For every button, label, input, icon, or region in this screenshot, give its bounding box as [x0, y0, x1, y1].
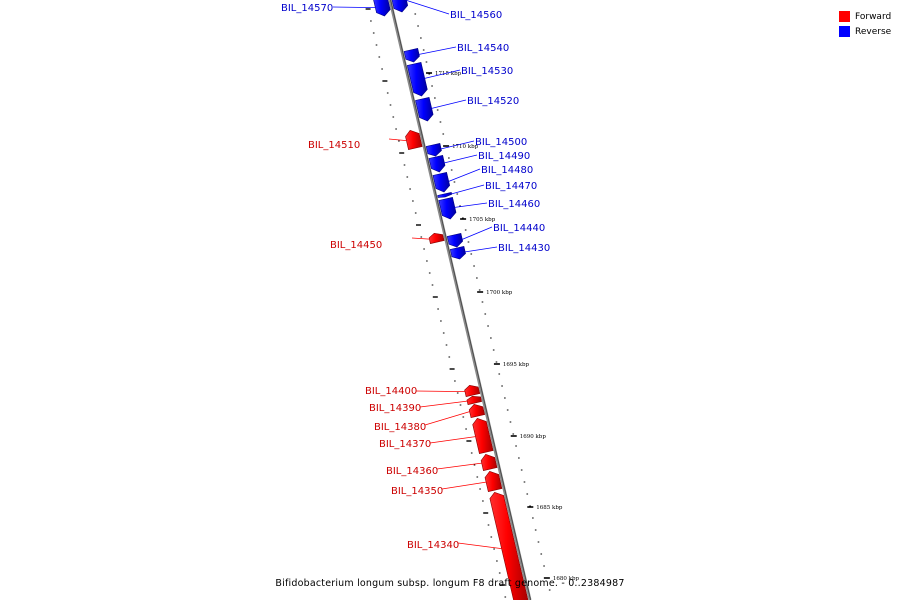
kbp-tick-label: 1705 kbp — [469, 217, 496, 223]
gene-label-bil-14440[interactable]: BIL_14440 — [493, 223, 545, 234]
forward-swatch — [839, 11, 850, 22]
gene-leader-line — [457, 542, 502, 550]
backbone-edge — [390, 0, 531, 600]
gene-bil-14450[interactable] — [428, 232, 445, 244]
gene-label-bil-14460[interactable]: BIL_14460 — [488, 199, 540, 210]
gene-leader-line — [465, 246, 498, 253]
legend-reverse-label: Reverse — [855, 26, 892, 37]
gene-leader-line — [424, 411, 470, 426]
gene-label-bil-14360[interactable]: BIL_14360 — [386, 466, 438, 477]
gene-leader-line — [462, 226, 493, 240]
gene-leader-line — [419, 46, 457, 55]
genome-backbone — [388, 0, 532, 600]
gene-leader-line — [406, 0, 450, 15]
gene-leader-line — [332, 6, 376, 9]
gene-label-bil-14470[interactable]: BIL_14470 — [485, 181, 537, 192]
kbp-tick-label: 1700 kbp — [486, 290, 513, 296]
gene-label-bil-14540[interactable]: BIL_14540 — [457, 43, 509, 54]
legend-reverse: Reverse — [839, 24, 891, 39]
kbp-tick-label: 1690 kbp — [520, 434, 547, 440]
gene-bil-14510[interactable] — [405, 129, 423, 150]
gene-label-bil-14390[interactable]: BIL_14390 — [369, 403, 421, 414]
gene-leader-line — [419, 400, 468, 408]
gene-bil-14390[interactable] — [466, 395, 482, 405]
legend-forward-label: Forward — [855, 11, 892, 22]
gene-label-bil-14400[interactable]: BIL_14400 — [365, 386, 417, 397]
gene-bil-14440[interactable] — [446, 233, 464, 248]
gene-label-bil-14560[interactable]: BIL_14560 — [450, 10, 502, 21]
gene-bil-14380[interactable] — [468, 403, 486, 418]
gene-label-bil-14490[interactable]: BIL_14490 — [478, 151, 530, 162]
gene-leader-line — [429, 436, 476, 444]
gene-label-bil-14570[interactable]: BIL_14570 — [281, 3, 333, 14]
gene-label-bil-14430[interactable]: BIL_14430 — [498, 243, 550, 254]
legend-forward: Forward — [839, 9, 891, 24]
gene-leader-line — [436, 462, 482, 470]
gene-leader-line — [388, 138, 407, 142]
genome-caption: Bifidobacterium longum subsp. longum F8 … — [275, 578, 625, 589]
gene-label-bil-14370[interactable]: BIL_14370 — [379, 439, 431, 450]
gene-label-bil-14480[interactable]: BIL_14480 — [481, 165, 533, 176]
gene-leader-line — [454, 202, 488, 208]
gene-label-bil-14350[interactable]: BIL_14350 — [391, 486, 443, 497]
gene-features — [373, 0, 529, 600]
gene-leader-line — [441, 140, 475, 150]
gene-bil-14400[interactable] — [464, 384, 481, 397]
gene-leader-line — [444, 154, 478, 164]
gene-bil-14470[interactable] — [437, 192, 453, 198]
kbp-tick-label: 1680 kbp — [553, 576, 580, 582]
gene-bil-14360[interactable] — [480, 453, 498, 471]
gene-leader-line — [441, 481, 487, 490]
gene-bil-14370[interactable] — [472, 417, 494, 454]
legend: Forward Reverse — [839, 9, 891, 39]
gene-bil-14460[interactable] — [438, 197, 457, 220]
gene-leader-line — [424, 69, 461, 79]
gene-label-bil-14500[interactable]: BIL_14500 — [475, 137, 527, 148]
gene-label-bil-14530[interactable]: BIL_14530 — [461, 66, 513, 77]
gene-leader-line — [451, 184, 485, 195]
gene-bil-14540[interactable] — [403, 48, 420, 63]
gene-bil-14350[interactable] — [484, 470, 503, 492]
gene-bil-14560[interactable] — [391, 0, 409, 13]
gene-labels: BIL_14570 BIL_14560 BIL_14540 BIL_14530 BIL_… — [281, 0, 550, 551]
gene-bil-14500[interactable] — [425, 143, 442, 157]
reverse-swatch — [839, 26, 850, 37]
gene-leader-line — [411, 237, 430, 240]
gene-bil-14430[interactable] — [449, 246, 466, 260]
gene-bil-14570[interactable] — [373, 0, 391, 17]
gene-label-bil-14340[interactable]: BIL_14340 — [407, 540, 459, 551]
gene-bil-14520[interactable] — [415, 97, 434, 122]
gene-bil-14530[interactable] — [406, 62, 428, 97]
kbp-tick-label: 1695 kbp — [503, 362, 530, 368]
gene-leader-line — [431, 99, 467, 109]
gene-label-bil-14510[interactable]: BIL_14510 — [308, 140, 360, 151]
kbp-tick-label: 1685 kbp — [536, 505, 563, 511]
gene-label-bil-14450[interactable]: BIL_14450 — [330, 240, 382, 251]
gene-bil-14340[interactable] — [489, 491, 529, 600]
kbp-tick-label: 1710 kbp — [452, 144, 479, 150]
kbp-tick-label: 1715 kbp — [435, 71, 462, 77]
gene-label-bil-14380[interactable]: BIL_14380 — [374, 422, 426, 433]
inner-scale-dots — [365, 8, 507, 598]
gene-leader-line — [415, 390, 465, 393]
gene-bil-14490[interactable] — [428, 155, 446, 173]
gene-label-bil-14520[interactable]: BIL_14520 — [467, 96, 519, 107]
gene-bil-14480[interactable] — [432, 172, 451, 193]
gene-leader-line — [448, 168, 481, 182]
outer-scale-ticks: 1715 kbp 1710 kbp 1705 kbp 1700 kbp 1695 kbp… — [414, 13, 580, 591]
backbone-line — [388, 0, 532, 600]
